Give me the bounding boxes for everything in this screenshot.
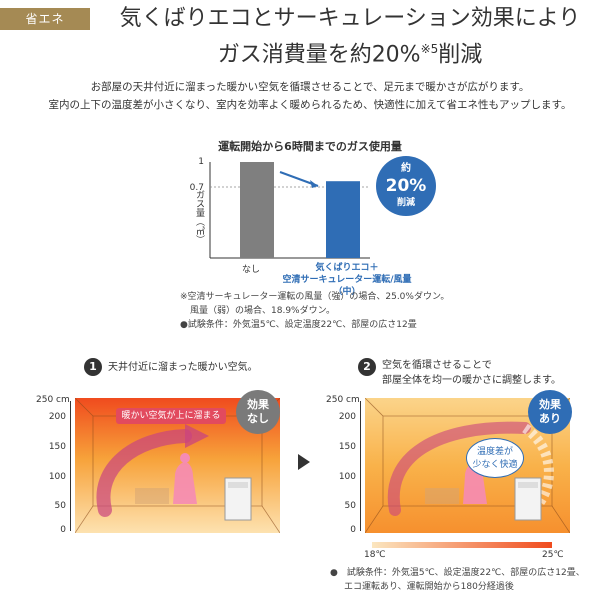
y-tick-1: 1 xyxy=(198,157,204,167)
intro-line1: お部屋の天井付近に溜まった暖かい空気を循環させることで、足元まで暖かさが広がりま… xyxy=(90,81,530,93)
section-tag: 省エネ xyxy=(0,8,90,30)
panel2-scale-100: 100 xyxy=(338,472,356,482)
step-text-1: 天井付近に溜まった暖かい空気。 xyxy=(108,362,258,373)
intro-line2: 室内の上下の温度差が小さくなり、室内を効率よく暖められるため、快適性に加えて省エ… xyxy=(48,99,572,111)
chart-title: 運転開始から6時間までのガス使用量 xyxy=(218,140,402,153)
reduction-arrowhead xyxy=(310,180,318,188)
y-axis-label: ガス量（㎥） xyxy=(194,190,204,244)
gas-usage-chart: 1 0.7 xyxy=(190,157,370,259)
effect-none-line2: なし xyxy=(247,412,269,425)
headline: 気くばりエコとサーキュレーション効果により ガス消費量を約20%※5削減 xyxy=(105,4,595,70)
panel1-scale-top: 250 cm xyxy=(36,395,70,405)
warm-air-rises-label: 暖かい空気が上に溜まる xyxy=(116,408,226,424)
category-label-with-line2: 空清サーキュレーター運転/風量（中） xyxy=(282,275,412,297)
step-text-2-line1: 空気を循環させることで xyxy=(382,360,492,371)
callout-value: 20% xyxy=(385,176,427,196)
bar-without xyxy=(240,162,274,258)
headline-line2-post: 削減 xyxy=(438,42,483,68)
category-label-with-line1: 気くばりエコ＋ xyxy=(315,263,379,273)
circulation-arrowhead xyxy=(185,424,209,448)
sofa xyxy=(135,488,169,504)
callout-top: 約 xyxy=(401,163,411,174)
temperature-scale-bar xyxy=(372,542,552,548)
play-arrow-icon xyxy=(298,454,310,470)
comfort-bubble-line1: 温度差が xyxy=(476,447,513,457)
headline-line2-pre: ガス消費量を約20% xyxy=(217,42,421,68)
circulation-arrow-left xyxy=(96,429,192,517)
effect-yes-line1: 効果 xyxy=(539,398,561,411)
temp-low-label: 18℃ xyxy=(364,550,386,560)
panel2-scale-50: 50 xyxy=(344,501,356,511)
sofa-2 xyxy=(425,488,459,504)
note-line3: ●試験条件：外気温5℃、設定温度22℃、部屋の広さ12畳 xyxy=(180,320,417,330)
effect-yes-line2: あり xyxy=(539,412,561,425)
comfort-bubble-line2: 少なく快適 xyxy=(472,460,518,470)
panel2-scale-0: 0 xyxy=(350,525,356,535)
panel1-scale-200: 200 xyxy=(48,412,66,422)
panel1-scale-50: 50 xyxy=(54,501,66,511)
panel2-scale-top: 250 cm xyxy=(326,395,360,405)
panel2-scale-150: 150 xyxy=(338,442,356,452)
reduction-callout: 約 20% 削減 xyxy=(376,156,436,216)
test-conditions-footer: ● 試験条件：外気温5℃、設定温度22℃、部屋の広さ12畳、 エコ運転あり、運転… xyxy=(330,566,590,594)
y-tick-0-7: 0.7 xyxy=(190,183,204,193)
category-label-without: なし xyxy=(241,265,260,275)
effect-none-badge: 効果 なし xyxy=(236,390,280,434)
panel1-scale-150: 150 xyxy=(48,442,66,452)
note-line2: 風量（弱）の場合、18.9%ダウン。 xyxy=(190,306,336,316)
step-number-2: 2 xyxy=(358,358,376,376)
heater-panel-2 xyxy=(518,482,538,488)
panel1-scale-axis xyxy=(70,401,71,531)
intro-text: お部屋の天井付近に溜まった暖かい空気を循環させることで、足元まで暖かさが広がりま… xyxy=(30,78,590,114)
headline-footnote-mark: ※5 xyxy=(420,42,439,56)
footer-line1: ● 試験条件：外気温5℃、設定温度22℃、部屋の広さ12畳、 xyxy=(330,568,585,578)
panel2-scale-200: 200 xyxy=(338,412,356,422)
heater-panel xyxy=(228,482,248,488)
bar-with-eco xyxy=(326,181,360,258)
effect-yes-badge: 効果 あり xyxy=(528,390,572,434)
effect-none-line1: 効果 xyxy=(247,398,269,411)
person-figure xyxy=(173,462,197,504)
step-text-2-line2: 部屋全体を均一の暖かさに調整します。 xyxy=(382,375,561,386)
comfort-bubble: 温度差が 少なく快適 xyxy=(466,438,524,478)
step-number-1: 1 xyxy=(84,358,102,376)
circulation-arrow-full xyxy=(387,421,531,516)
headline-line2: ガス消費量を約20%※5削減 xyxy=(105,34,595,70)
temp-high-label: 25℃ xyxy=(542,550,564,560)
note-line1: ※空清サーキュレーター運転の風量（強）の場合、25.0%ダウン。 xyxy=(180,292,450,302)
step-text-2: 空気を循環させることで 部屋全体を均一の暖かさに調整します。 xyxy=(382,358,592,388)
panel1-scale-0: 0 xyxy=(60,525,66,535)
footer-line2: エコ運転あり、運転開始から180分経過後 xyxy=(344,582,514,592)
panel1-scale-100: 100 xyxy=(48,472,66,482)
headline-line1: 気くばりエコとサーキュレーション効果により xyxy=(119,6,581,31)
panel2-scale-axis xyxy=(360,401,361,531)
category-label-with: 気くばりエコ＋ 空清サーキュレーター運転/風量（中） xyxy=(272,262,422,298)
callout-bottom: 削減 xyxy=(396,198,415,208)
person-head xyxy=(180,453,190,463)
chart-notes: ※空清サーキュレーター運転の風量（強）の場合、25.0%ダウン。 風量（弱）の場… xyxy=(180,290,480,332)
